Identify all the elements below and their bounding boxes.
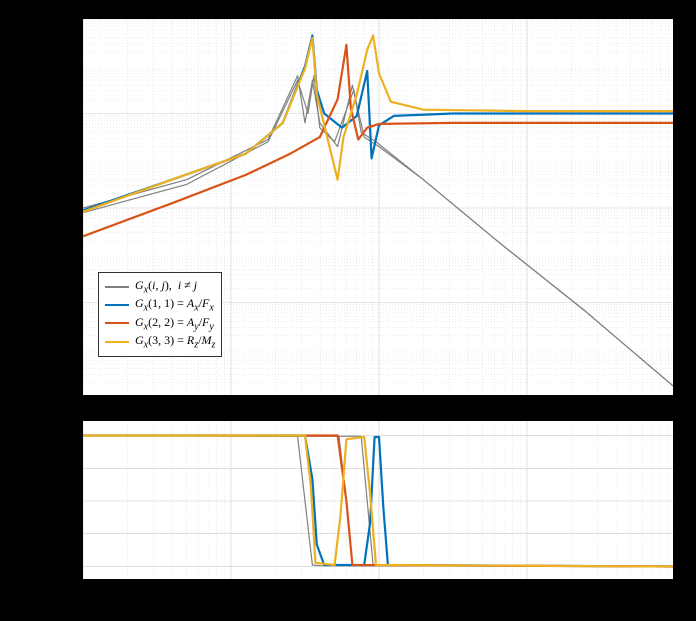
- legend-item: Gx(3, 3) = Rz/Mz: [105, 333, 215, 350]
- legend-label: Gx(1, 1) = Ax/Fx: [135, 296, 214, 313]
- legend-item: Gx(1, 1) = Ax/Fx: [105, 296, 215, 313]
- legend-item: Gx(2, 2) = Ay/Fy: [105, 315, 215, 332]
- ytick-label: -135: [57, 526, 77, 538]
- ytick-label: -180: [57, 558, 77, 570]
- ytick-label: 0: [72, 428, 78, 440]
- legend-swatch: [105, 304, 129, 306]
- magnitude-ylabel: Magnitude [m/N, rad/(N ⋅ m)]: [10, 97, 26, 317]
- frequency-xlabel: Frequency [Hz]: [328, 602, 410, 618]
- legend-swatch: [105, 322, 129, 324]
- xtick-label: 102: [514, 584, 530, 600]
- ytick-label: -45: [62, 460, 77, 472]
- ytick-label: 10-4: [58, 106, 77, 122]
- legend: Gx(i, j), i ≠ jGx(1, 1) = Ax/Fx Gx(2, 2) …: [98, 272, 222, 357]
- ytick-label: 10-10: [54, 389, 77, 405]
- phase-plot: [82, 420, 674, 580]
- xtick-label: 101: [366, 584, 382, 600]
- ytick-label: 10-2: [58, 11, 77, 27]
- ytick-label: -90: [62, 493, 77, 505]
- legend-item: Gx(i, j), i ≠ j: [105, 278, 215, 295]
- legend-swatch: [105, 286, 129, 288]
- ytick-label: 10-6: [58, 200, 77, 216]
- xtick-label: 100: [218, 584, 234, 600]
- xtick-label: 10-1: [70, 584, 89, 600]
- ytick-label: 10-8: [58, 295, 77, 311]
- legend-label: Gx(3, 3) = Rz/Mz: [135, 333, 215, 350]
- legend-swatch: [105, 341, 129, 343]
- legend-label: Gx(2, 2) = Ay/Fy: [135, 315, 214, 332]
- phase-ylabel: Phase [deg]: [20, 440, 36, 560]
- legend-label: Gx(i, j), i ≠ j: [135, 278, 197, 295]
- xtick-label: 103: [662, 584, 678, 600]
